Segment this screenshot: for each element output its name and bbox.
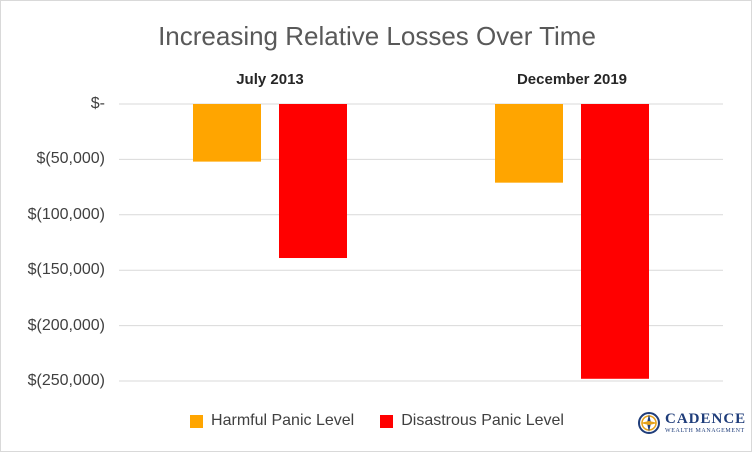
bar-harmful-panic-level-1 (495, 104, 563, 183)
logo-subtitle: WEALTH MANAGEMENT (665, 428, 745, 434)
y-tick-label: $- (90, 95, 105, 112)
compass-icon (638, 412, 660, 434)
y-tick-label: $(200,000) (27, 316, 105, 334)
logo-name: CADENCE (665, 411, 747, 427)
legend-item: Disastrous Panic Level (380, 412, 564, 430)
bar-harmful-panic-level-0 (193, 104, 261, 162)
legend: Harmful Panic Level Disastrous Panic Leve… (1, 412, 752, 430)
cadence-logo: CADENCE WEALTH MANAGEMENT (637, 411, 746, 435)
bar-disastrous-panic-level-0 (279, 104, 347, 259)
legend-item: Harmful Panic Level (190, 412, 354, 430)
category-label: December 2019 (516, 71, 628, 88)
chart-title: Increasing Relative Losses Over Time (158, 21, 596, 51)
category-label: July 2013 (236, 71, 304, 88)
legend-label: Harmful Panic Level (211, 412, 355, 429)
legend-label: Disastrous Panic Level (401, 412, 564, 429)
y-tick-label: $(100,000) (27, 205, 105, 223)
legend-swatch (190, 414, 204, 428)
bar-disastrous-panic-level-1 (581, 104, 649, 379)
y-tick-label: $(50,000) (36, 150, 106, 168)
legend-swatch (380, 414, 394, 428)
y-tick-label: $(250,000) (27, 372, 105, 389)
y-tick-label: $(150,000) (27, 261, 105, 279)
